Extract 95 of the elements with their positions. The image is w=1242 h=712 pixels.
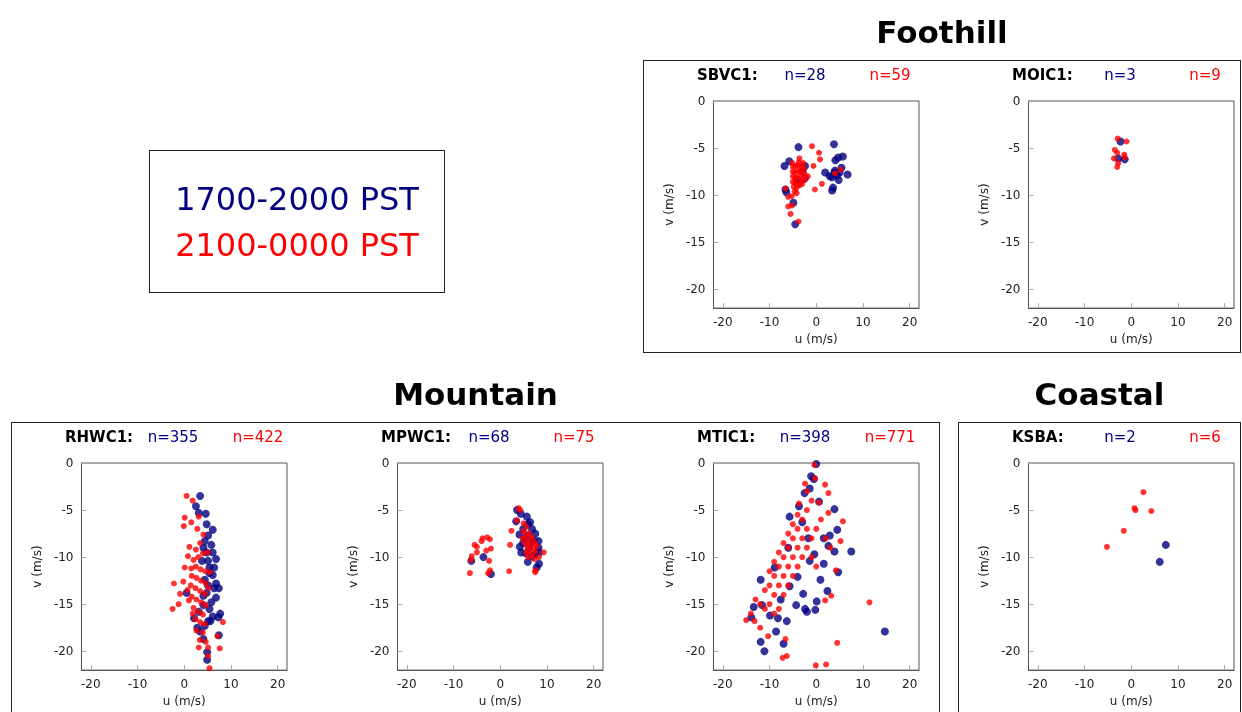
x-tick-label: -10 — [443, 677, 464, 692]
x-tick-label: 10 — [855, 677, 871, 692]
x-tick-label: 10 — [855, 315, 871, 330]
text: n=398 — [778, 428, 832, 446]
y-tick-label: 0 — [381, 456, 390, 470]
y-tick-label: -5 — [1008, 503, 1021, 518]
y-tick-label: 0 — [1012, 94, 1021, 108]
text: n=9 — [1188, 66, 1222, 84]
text: n=2 — [1103, 428, 1137, 446]
y-tick-label: -15 — [685, 235, 706, 250]
text: 1700-2000 PST — [175, 178, 419, 220]
x-tick-label: 10 — [223, 677, 239, 692]
x-tick-label: 0 — [180, 677, 189, 692]
chart-subtitle: Foothill — [875, 14, 1009, 50]
x-axis-title: u (m/s) — [478, 694, 522, 708]
y-tick-label: -15 — [369, 597, 390, 612]
x-tick-label: -10 — [127, 677, 148, 692]
x-axis-title: u (m/s) — [1109, 332, 1153, 346]
x-tick-label: 0 — [812, 315, 821, 330]
y-tick-label: -20 — [53, 644, 74, 659]
y-tick-label: -5 — [1008, 141, 1021, 156]
x-axis-title: u (m/s) — [162, 694, 206, 708]
text: n=28 — [783, 66, 827, 84]
y-axis-title: v (m/s) — [662, 183, 676, 226]
y-axis-title: v (m/s) — [662, 545, 676, 588]
y-axis-title: v (m/s) — [977, 545, 991, 588]
x-tick-label: -20 — [1028, 315, 1048, 330]
x-axis-title: u (m/s) — [794, 694, 838, 708]
text: 2100-0000 PST — [175, 224, 419, 266]
text: n=68 — [467, 428, 511, 446]
chart-subtitle: Coastal — [1033, 376, 1166, 412]
x-tick-label: 0 — [1127, 677, 1136, 692]
x-tick-label: 10 — [1170, 315, 1186, 330]
chart-title: RHWC1: — [65, 428, 134, 446]
y-tick-label: -5 — [693, 141, 706, 156]
x-tick-label: -20 — [81, 677, 101, 692]
x-tick-label: 0 — [1127, 315, 1136, 330]
y-tick-label: -10 — [53, 550, 74, 565]
y-tick-label: -20 — [1000, 282, 1021, 297]
y-tick-label: -5 — [61, 503, 74, 518]
x-tick-label: 10 — [1170, 677, 1186, 692]
x-tick-label: 0 — [496, 677, 505, 692]
text: n=6 — [1188, 428, 1222, 446]
x-tick-label: -10 — [1074, 315, 1095, 330]
chart-title: KSBA: — [1012, 428, 1064, 446]
y-axis-title: v (m/s) — [30, 545, 44, 588]
x-tick-label: 20 — [270, 677, 286, 692]
x-axis-title: u (m/s) — [1109, 694, 1153, 708]
y-tick-label: -15 — [53, 597, 74, 612]
y-tick-label: -10 — [1000, 188, 1021, 203]
text: n=422 — [231, 428, 285, 446]
chart-title: MTIC1: — [697, 428, 756, 446]
y-tick-label: -10 — [369, 550, 390, 565]
x-tick-label: 0 — [812, 677, 821, 692]
x-tick-label: 20 — [1217, 315, 1233, 330]
x-tick-label: -10 — [759, 677, 780, 692]
text: n=75 — [552, 428, 596, 446]
y-tick-label: -15 — [685, 597, 706, 612]
y-tick-label: -10 — [685, 188, 706, 203]
chart-subtitle: Mountain — [392, 376, 559, 412]
x-tick-label: -10 — [759, 315, 780, 330]
y-tick-label: 0 — [697, 456, 706, 470]
y-axis-title: v (m/s) — [346, 545, 360, 588]
y-tick-label: -15 — [1000, 235, 1021, 250]
y-tick-label: 0 — [65, 456, 74, 470]
y-tick-label: -20 — [1000, 644, 1021, 659]
chart-title: SBVC1: — [697, 66, 758, 84]
y-tick-label: 0 — [1012, 456, 1021, 470]
y-tick-label: -15 — [1000, 597, 1021, 612]
y-tick-label: -5 — [377, 503, 390, 518]
x-axis-title: u (m/s) — [794, 332, 838, 346]
x-tick-label: 20 — [1217, 677, 1233, 692]
chart-title: MOIC1: — [1012, 66, 1073, 84]
text: n=355 — [146, 428, 200, 446]
x-tick-label: -20 — [1028, 677, 1048, 692]
y-tick-label: -5 — [693, 503, 706, 518]
x-tick-label: 20 — [902, 677, 918, 692]
x-tick-label: -20 — [713, 315, 733, 330]
x-tick-label: 20 — [586, 677, 602, 692]
text: n=771 — [863, 428, 917, 446]
y-tick-label: -20 — [685, 282, 706, 297]
y-tick-label: 0 — [697, 94, 706, 108]
y-tick-label: -20 — [685, 644, 706, 659]
x-tick-label: -10 — [1074, 677, 1095, 692]
x-tick-label: -20 — [397, 677, 417, 692]
y-tick-label: -10 — [1000, 550, 1021, 565]
text: n=59 — [868, 66, 912, 84]
x-tick-label: 20 — [902, 315, 918, 330]
x-tick-label: -20 — [713, 677, 733, 692]
x-tick-label: 10 — [539, 677, 555, 692]
y-tick-label: -10 — [685, 550, 706, 565]
y-axis-title: v (m/s) — [977, 183, 991, 226]
y-tick-label: -20 — [369, 644, 390, 659]
chart-title: MPWC1: — [381, 428, 451, 446]
text: n=3 — [1103, 66, 1137, 84]
